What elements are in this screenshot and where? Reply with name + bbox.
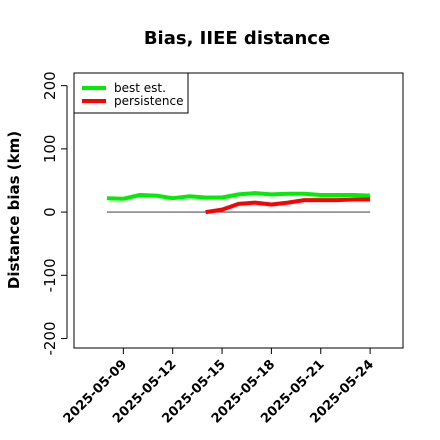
y-tick-label: 200 bbox=[41, 71, 59, 100]
y-tick-label: 0 bbox=[41, 207, 59, 217]
plot-frame bbox=[73, 72, 404, 349]
y-tick-label: 100 bbox=[41, 135, 59, 164]
x-axis: 2025-05-092025-05-122025-05-152025-05-18… bbox=[61, 347, 377, 427]
legend-label-best-est: best est. bbox=[114, 81, 166, 95]
y-axis: -200 -100 0 100 200 bbox=[41, 71, 68, 356]
y-axis-label: Distance bias (km) bbox=[5, 131, 23, 289]
series-layer bbox=[106, 191, 371, 215]
y-tick-label: -100 bbox=[41, 258, 59, 292]
chart-title: Bias, IIEE distance bbox=[144, 28, 330, 49]
series-line-best-est bbox=[106, 191, 371, 201]
legend-label-persistence: persistence bbox=[114, 94, 183, 108]
legend-box bbox=[73, 72, 189, 114]
series-line-persistence bbox=[205, 197, 371, 215]
legend: best est. persistence bbox=[73, 72, 189, 114]
y-tick-label: -200 bbox=[41, 321, 59, 355]
